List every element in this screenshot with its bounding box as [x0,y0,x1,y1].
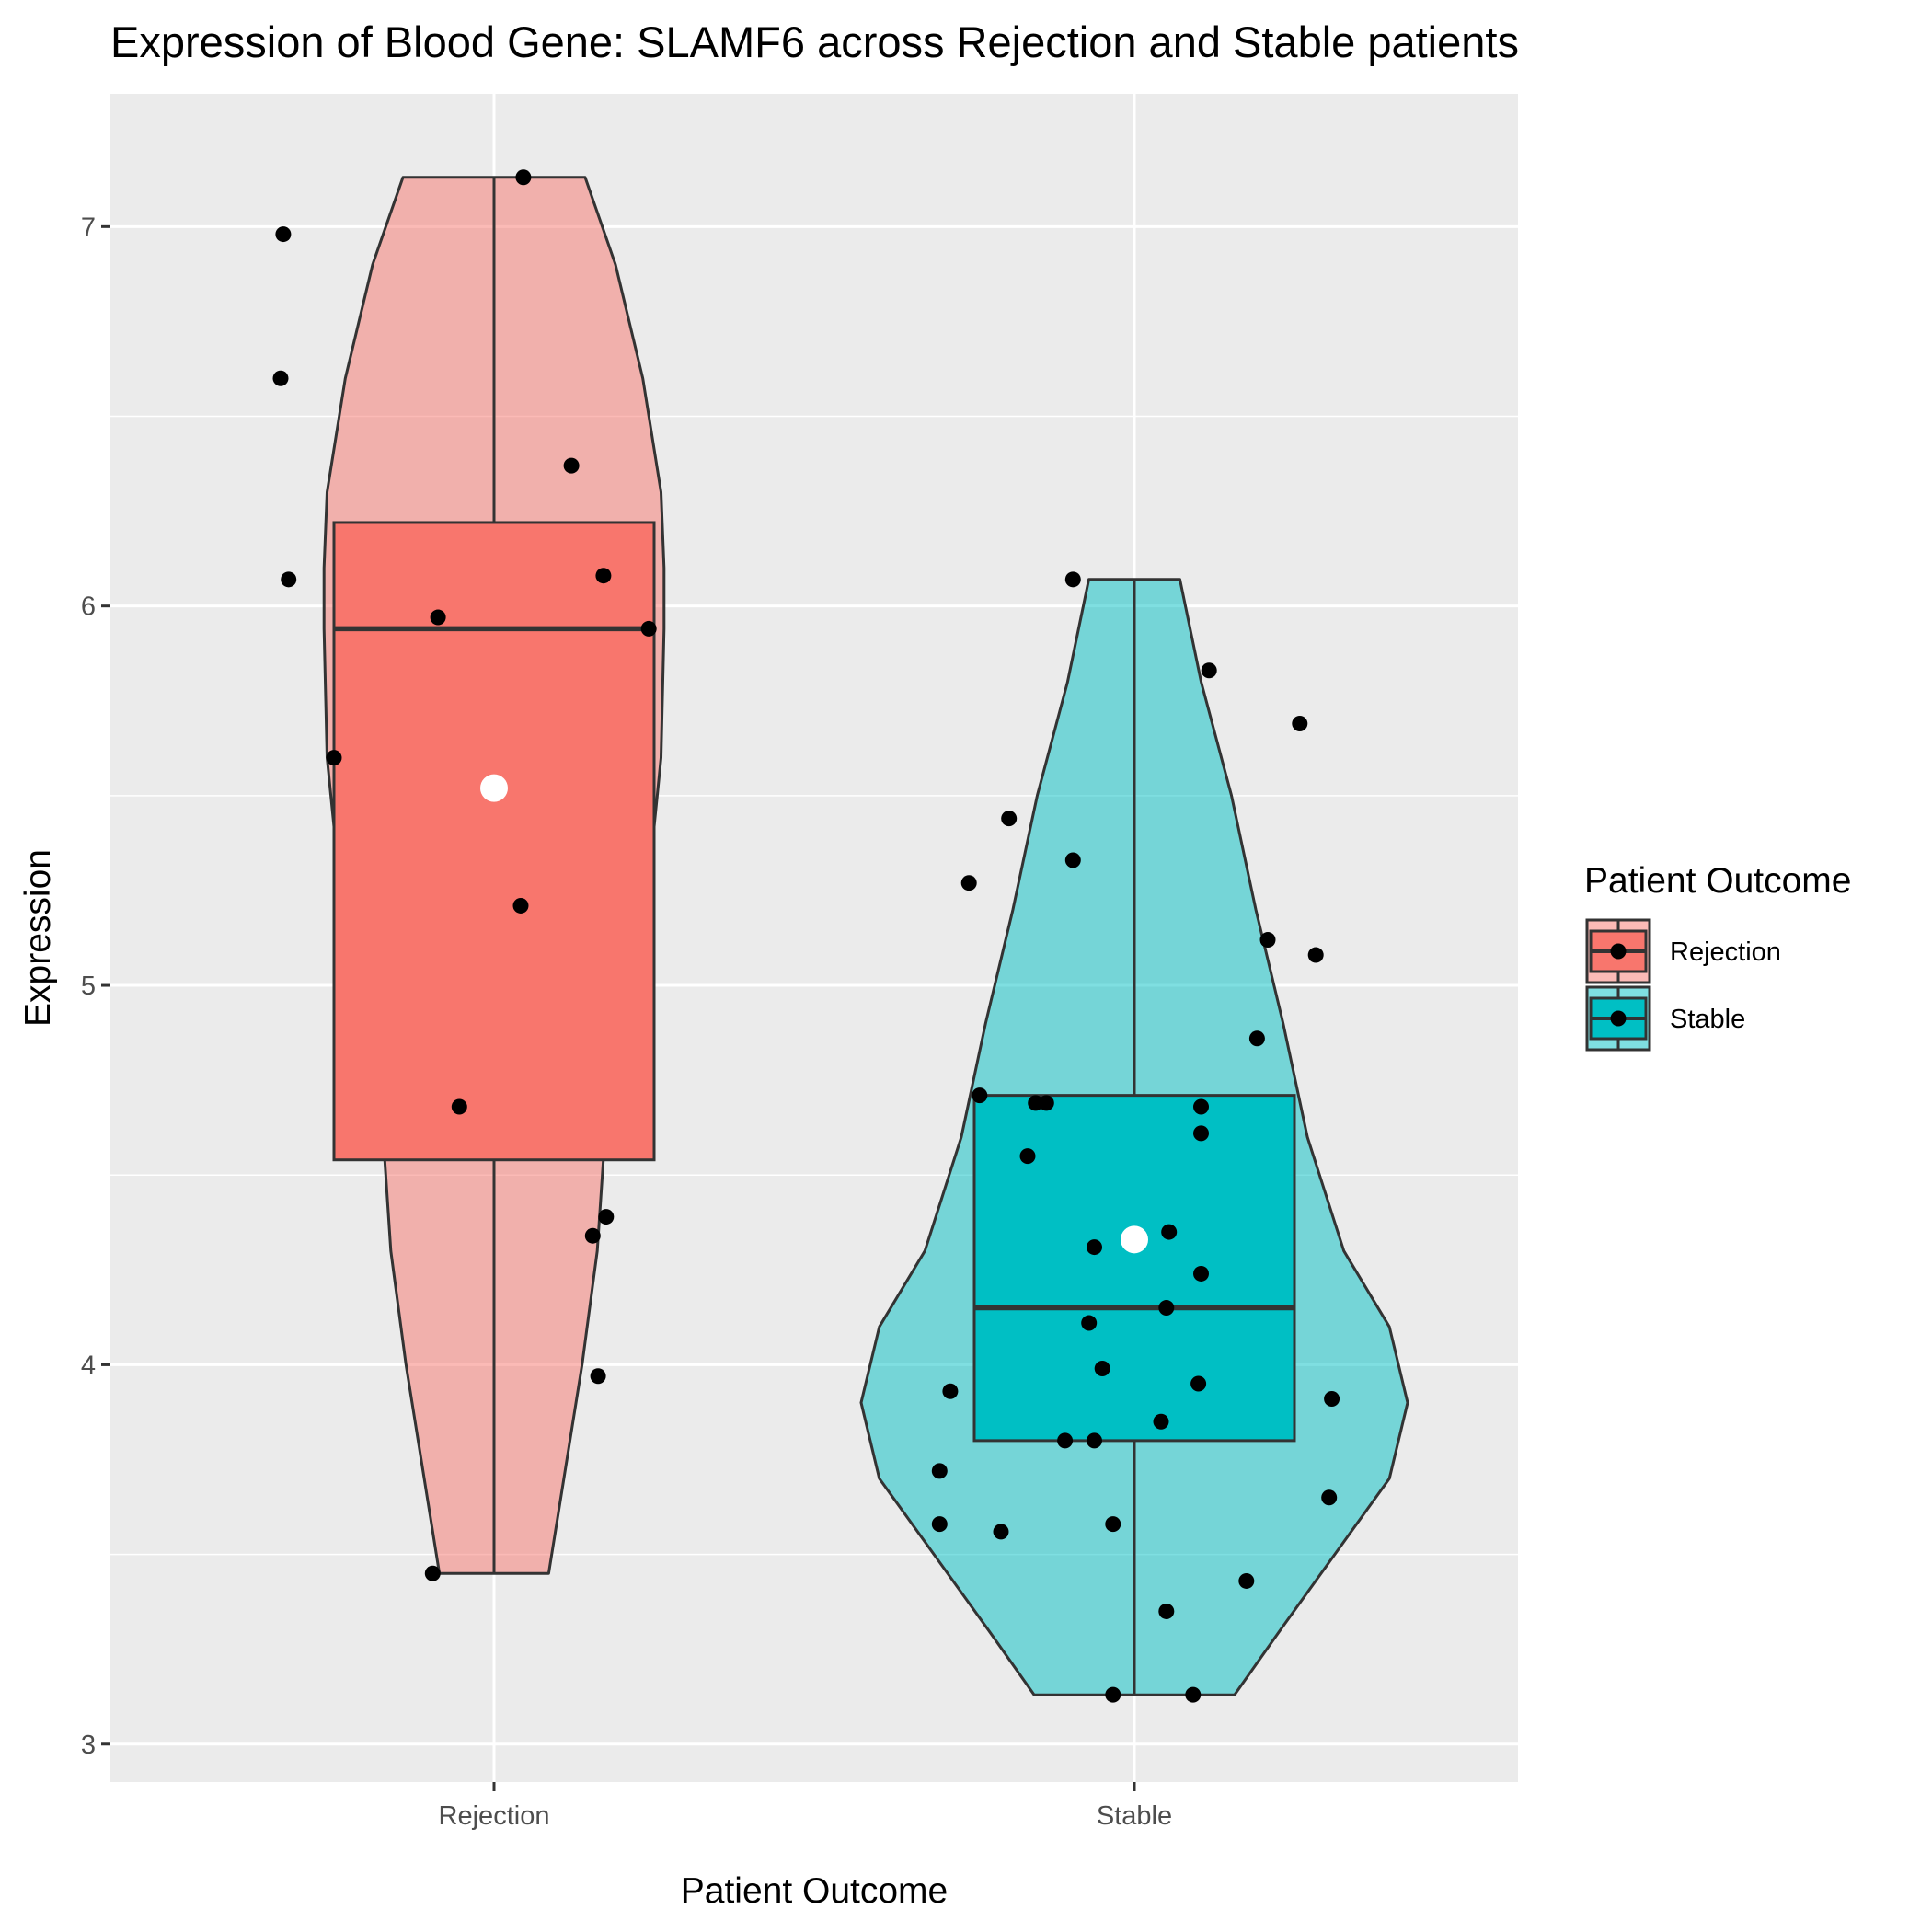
data-point [1064,852,1081,868]
mean-markers-layer [480,774,1148,1254]
data-point [1190,1375,1207,1392]
data-point [1158,1603,1175,1619]
data-point [598,1209,615,1225]
data-point [993,1524,1009,1540]
data-point [1038,1095,1054,1111]
data-point [451,1098,467,1115]
data-point [281,571,297,588]
data-point [1193,1125,1209,1142]
data-point [960,875,977,891]
data-point [931,1516,948,1533]
data-point [1193,1098,1209,1115]
mean-marker-stable [1121,1225,1148,1254]
data-point [942,1383,959,1399]
data-point [1185,1686,1202,1703]
data-point [430,609,446,626]
data-point [1081,1315,1098,1331]
mean-marker-rejection [480,774,508,802]
y-tick-label: 7 [81,213,96,242]
legend-label-stable: Stable [1670,1005,1745,1034]
data-point [590,1368,606,1385]
data-point [272,370,289,386]
data-point [515,169,532,186]
legend-label-rejection: Rejection [1670,937,1781,967]
data-point [931,1463,948,1479]
data-point [595,568,612,584]
jitter-points-layer [272,169,1340,1703]
y-axis-title: Expression [18,849,58,1027]
data-point [424,1565,441,1581]
data-point [1105,1516,1121,1533]
legend-key-stable [1585,985,1651,1052]
legend-point [1610,1010,1627,1027]
x-tick-label: Stable [1097,1801,1172,1831]
legend: Patient Outcome Rejection Stable [1584,861,1851,1052]
data-point [1087,1432,1102,1449]
data-point [1259,932,1276,949]
legend-title: Patient Outcome [1584,861,1851,901]
boxplot-layer [332,177,1296,1696]
y-tick-label: 3 [81,1731,96,1760]
x-tick-label: Rejection [439,1801,550,1831]
box-stable [972,1094,1296,1443]
data-point [1001,811,1018,827]
data-point [1201,662,1217,679]
data-point [1094,1361,1110,1377]
data-point [326,750,342,766]
y-tick-label: 5 [81,972,96,1001]
data-point [1161,1224,1178,1240]
data-point [1087,1239,1102,1256]
data-point [1321,1489,1338,1506]
data-point [1153,1413,1169,1430]
data-point [1238,1572,1255,1589]
data-point [1064,571,1081,588]
legend-key-rejection [1585,918,1651,984]
chart-title: Expression of Blood Gene: SLAMF6 across … [110,17,1519,66]
box-rejection [332,521,656,1162]
data-point [1292,716,1308,732]
data-point [972,1087,988,1104]
data-point [1158,1300,1175,1317]
data-point [1057,1432,1074,1449]
data-point [1193,1265,1209,1282]
data-point [563,457,580,474]
data-point [512,897,529,914]
y-tick-label: 6 [81,592,96,622]
data-point [1019,1148,1036,1165]
x-axis: Rejection Stable [439,1782,1172,1831]
x-axis-title: Patient Outcome [681,1871,948,1911]
data-point [640,620,657,637]
y-tick-label: 4 [81,1351,96,1380]
data-point [584,1227,601,1244]
legend-point [1610,943,1627,960]
data-point [1105,1686,1121,1703]
data-point [1324,1391,1340,1408]
data-point [1248,1030,1265,1047]
data-point [1307,947,1324,963]
data-point [275,226,292,243]
y-axis: 3 4 5 6 7 [81,213,110,1760]
